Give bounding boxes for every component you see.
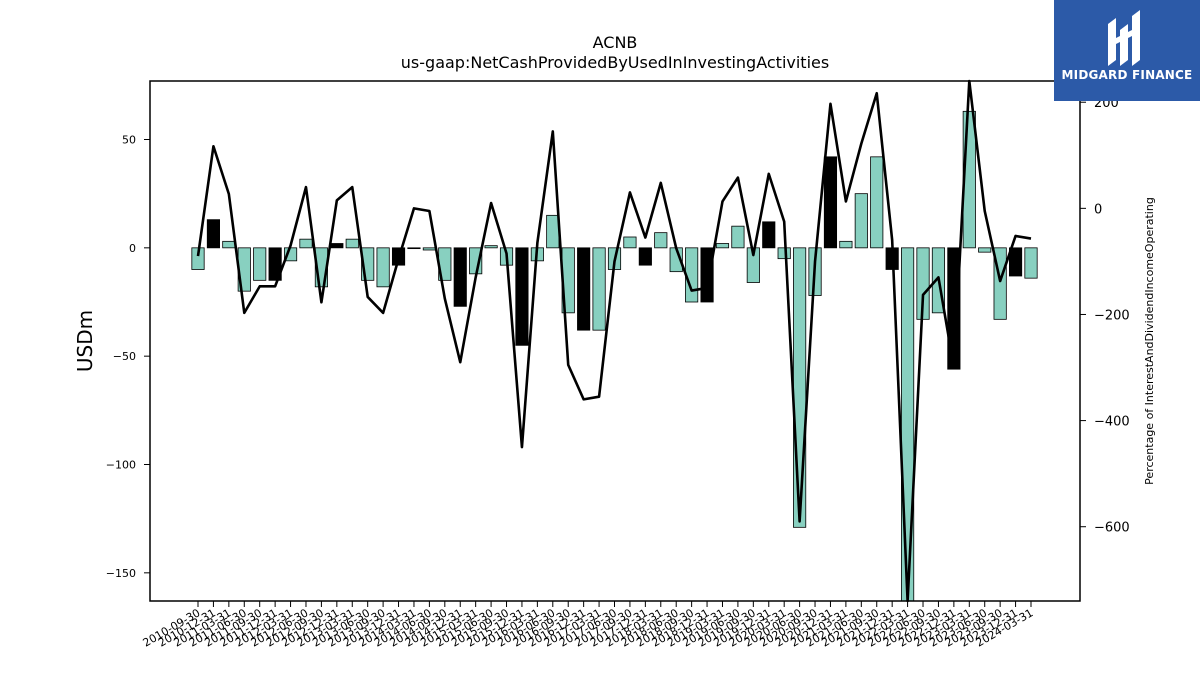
- bar-2011-03-31: [222, 240, 236, 249]
- plot-frame: [149, 80, 1081, 602]
- y2-tick-label: −600: [1094, 521, 1130, 536]
- bar-2015-12-31: [515, 247, 529, 346]
- bar-2022-12-31: [947, 247, 961, 370]
- bar-2014-06-30: [422, 247, 436, 251]
- y2-tick-label: −200: [1094, 308, 1130, 323]
- y-tick-label: −100: [106, 459, 136, 472]
- bar-2012-12-31: [330, 243, 344, 249]
- bar-2020-12-31: [823, 156, 838, 249]
- bar-2011-12-31: [268, 247, 282, 281]
- bar-2017-12-31: [638, 247, 652, 266]
- bar-2019-09-30: [746, 247, 760, 283]
- bar-2018-12-31: [700, 247, 714, 303]
- line-series: [196, 79, 1032, 603]
- bar-2012-06-30: [299, 238, 313, 249]
- bar-2016-12-31: [577, 247, 591, 331]
- bar-2021-06-30: [854, 193, 868, 249]
- midgard-logo-icon: [1108, 10, 1140, 66]
- bar-2018-03-31: [654, 232, 668, 249]
- y-tick-label: 50: [122, 134, 136, 147]
- bar-2023-12-31: [1009, 247, 1023, 277]
- y2-tick-label: 0: [1094, 202, 1102, 217]
- bar-2019-12-31: [762, 221, 776, 249]
- chart-subtitle: us-gaap:NetCashProvidedByUsedInInvesting…: [401, 53, 829, 72]
- bar-2023-06-30: [978, 247, 992, 253]
- bar-2014-12-31: [453, 247, 467, 307]
- bar-2014-03-31: [407, 247, 421, 250]
- y-axis-left: −150 −100 −50 0 50: [106, 134, 150, 580]
- brand-logo: MIDGARD FINANCE: [1054, 0, 1200, 101]
- bar-2016-06-30: [546, 214, 560, 249]
- bar-2017-09-30: [623, 236, 637, 249]
- x-axis: 2010-09-302010-12-312011-03-312011-06-30…: [141, 601, 1036, 650]
- bar-2020-03-31: [777, 247, 791, 260]
- bar-2020-06-30: [793, 247, 807, 528]
- bar-2019-03-31: [715, 243, 730, 249]
- bar-2022-03-31: [901, 247, 915, 602]
- y-tick-label: 0: [129, 242, 136, 255]
- y2-axis-label: Percentage of InterestAndDividendIncomeO…: [1143, 197, 1156, 485]
- y-tick-label: −150: [106, 567, 136, 580]
- brand-name: MIDGARD FINANCE: [1061, 68, 1193, 82]
- bar-2017-03-31: [592, 247, 606, 331]
- y-axis-label: USDm: [73, 310, 97, 372]
- bar-2013-09-30: [376, 247, 390, 288]
- bar-2019-06-30: [731, 225, 745, 249]
- line-percentage: [196, 79, 1032, 603]
- bar-2015-06-30: [484, 245, 498, 249]
- y2-tick-label: −400: [1094, 415, 1130, 430]
- bar-2013-03-31: [345, 238, 359, 249]
- y-tick-label: −50: [113, 350, 136, 363]
- bar-2011-09-30: [253, 247, 267, 281]
- bar-2010-12-31: [206, 219, 220, 249]
- bar-2024-03-31: [1024, 247, 1038, 279]
- chart-title: ACNB: [593, 33, 638, 52]
- bar-2021-03-31: [839, 240, 853, 249]
- bar-2021-09-30: [870, 156, 884, 249]
